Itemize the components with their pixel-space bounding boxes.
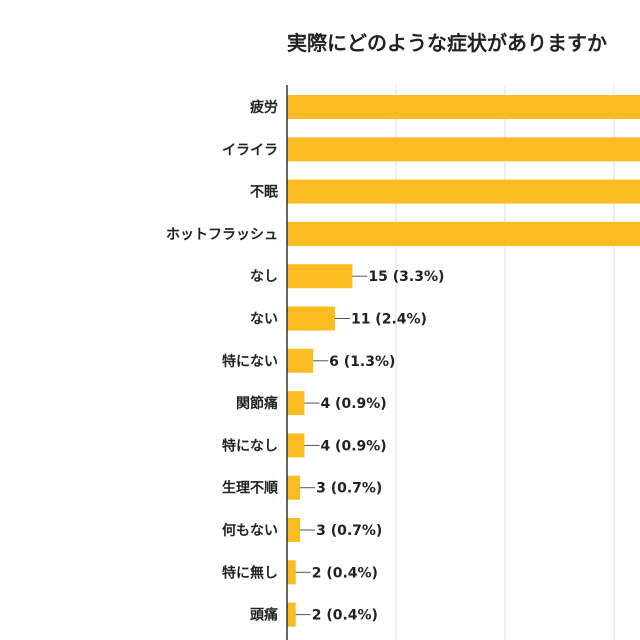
data-label: 11 (2.4%) [351,312,427,328]
bar [287,179,640,204]
category-label: イライラ [222,142,278,158]
category-label: 何もない [222,522,278,539]
category-label: 生理不順 [222,480,279,497]
data-label: 4 (0.9%) [320,438,386,454]
bar [287,306,335,331]
bar [287,221,640,246]
category-label: ホットフラッシュ [166,227,278,243]
bar [287,518,301,542]
data-label: 6 (1.3%) [329,354,395,370]
bar [287,391,305,416]
category-label: 不眠 [250,185,278,201]
bar [287,475,301,500]
category-label: 特になし [222,437,278,454]
category-label: 疲労 [250,99,278,116]
bar [287,348,314,373]
chart-title: 実際にどのような症状がありますか [287,31,607,55]
data-label: 2 (0.4%) [312,608,378,624]
bar [287,433,305,458]
data-label: 2 (0.4%) [312,565,378,581]
bar [287,560,296,585]
category-label: 関節痛 [236,395,278,412]
data-label: 15 (3.3%) [368,269,444,285]
category-label: 特に無し [222,564,278,581]
bar [287,602,296,627]
data-label: 4 (0.9%) [320,396,386,412]
category-label: なし [250,269,278,285]
bar [287,95,640,119]
bar [287,137,640,162]
data-label: 3 (0.7%) [316,523,382,539]
category-label: 頭痛 [250,607,278,624]
category-label: 特にない [222,353,278,370]
bar [287,264,353,289]
category-label: ない [250,312,278,328]
data-label: 3 (0.7%) [316,481,382,497]
